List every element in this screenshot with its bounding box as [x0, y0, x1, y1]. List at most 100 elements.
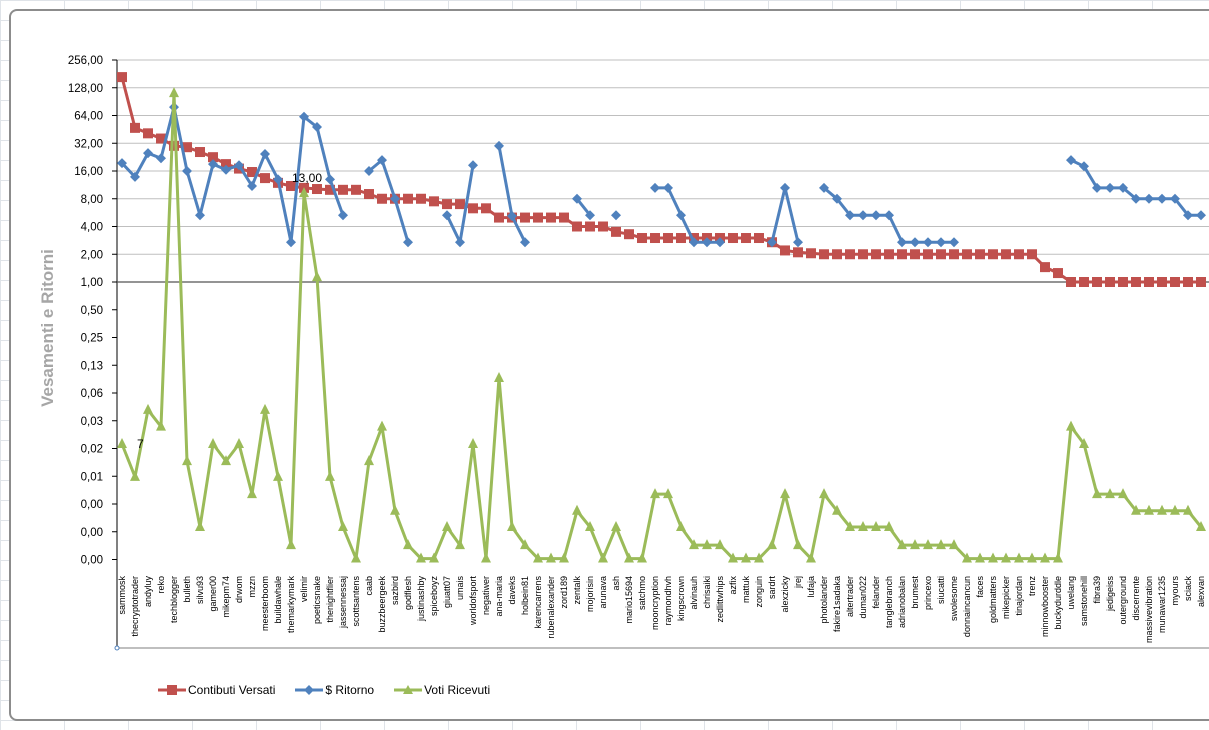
- data-point: [455, 237, 465, 248]
- data-point: [910, 237, 920, 248]
- data-point: [624, 552, 634, 563]
- y-tick-label: 0,00: [81, 555, 103, 567]
- x-tick-label: scottsantens: [351, 576, 361, 627]
- data-point: [156, 420, 166, 431]
- data-point: [572, 221, 582, 232]
- data-point: [1131, 504, 1141, 515]
- series-line: [1070, 158, 1201, 217]
- x-tick-label: alvinauh: [689, 576, 699, 610]
- data-point: [117, 437, 127, 448]
- data-point: [1118, 182, 1128, 193]
- data-point: [130, 470, 140, 481]
- data-point: [533, 552, 543, 563]
- data-point: [715, 539, 725, 550]
- data-point: [507, 520, 517, 531]
- data-point: [286, 181, 296, 192]
- x-tick-label: silvu93: [195, 576, 205, 604]
- x-tick-label: andyluy: [143, 576, 153, 608]
- x-tick-label: jassennessaj: [338, 576, 348, 629]
- x-tick-label: mikepicker: [1001, 576, 1011, 619]
- series-line: [120, 76, 1201, 284]
- data-point: [507, 210, 517, 221]
- data-point: [611, 226, 621, 237]
- data-point: [455, 199, 465, 210]
- data-point: [1001, 552, 1011, 563]
- y-tick-label: 1,00: [81, 277, 103, 289]
- data-point: [1092, 182, 1102, 193]
- x-tick-label: karencarrens: [533, 576, 543, 629]
- data-point: [494, 212, 504, 223]
- data-point: [1183, 210, 1193, 221]
- data-point: [299, 111, 309, 122]
- data-point: [1027, 552, 1037, 563]
- y-tick-label: 0,02: [81, 444, 103, 456]
- series-voti-ricevuti: [117, 87, 1206, 563]
- x-tick-label: buckydurddle: [1053, 576, 1063, 630]
- data-point: [1157, 504, 1167, 515]
- x-tick-label: alexvan: [1196, 576, 1206, 607]
- data-point: [182, 166, 192, 176]
- y-tick-label: 0,00: [81, 499, 103, 511]
- data-point: [832, 504, 842, 515]
- x-tick-label: jedigeiss: [1105, 576, 1115, 613]
- x-tick-label: rubenalexander: [546, 576, 556, 639]
- data-point: [1183, 504, 1193, 515]
- data-point: [247, 167, 257, 178]
- x-tick-label: bulleth: [182, 576, 192, 603]
- data-point: [923, 237, 933, 248]
- y-tick-label: 4,00: [81, 222, 103, 234]
- data-point: [1144, 277, 1154, 287]
- data-point: [208, 437, 218, 448]
- data-point: [416, 552, 426, 563]
- data-point: [871, 210, 881, 221]
- data-point: [1092, 488, 1102, 499]
- data-point: [533, 212, 543, 223]
- x-tick-label: justinashby: [416, 576, 426, 623]
- x-tick-label: duman022: [858, 576, 868, 619]
- data-point: [1066, 420, 1076, 431]
- x-tick-label: discerrente: [1131, 576, 1141, 621]
- data-point: [494, 140, 504, 151]
- data-point: [819, 182, 829, 193]
- data-point: [793, 247, 803, 258]
- data-point: [143, 128, 153, 139]
- data-point: [312, 122, 322, 133]
- data-point: [1105, 488, 1115, 499]
- data-point: [1157, 193, 1167, 204]
- data-point: [819, 249, 829, 260]
- data-point: [117, 72, 127, 83]
- data-point: [884, 210, 894, 221]
- data-point: [611, 210, 621, 221]
- axis-origin-handle: [114, 645, 120, 651]
- data-point: [130, 171, 140, 182]
- data-point: [1105, 277, 1115, 287]
- series-line: [120, 91, 1203, 561]
- data-point: [585, 210, 595, 221]
- x-tick-label: brumest: [910, 576, 920, 609]
- data-point: [650, 233, 660, 244]
- data-point: [559, 212, 569, 223]
- x-tick-label: themarkymark: [286, 576, 296, 634]
- x-tick-label: myours: [1170, 576, 1180, 606]
- data-point: [793, 539, 803, 550]
- data-point: [780, 245, 790, 256]
- data-point: [1001, 249, 1011, 260]
- x-tick-label: thecryptotrader: [130, 576, 140, 637]
- data-point: [234, 160, 244, 171]
- chart-area[interactable]: [9, 9, 1209, 721]
- data-point: [1131, 193, 1141, 204]
- square-marker-icon: [158, 685, 186, 695]
- data-point: [1066, 277, 1076, 287]
- y-tick-label: 8,00: [81, 194, 103, 206]
- data-label: 13,00: [292, 171, 322, 185]
- y-tick-label: 0,13: [81, 360, 103, 372]
- x-tick-label: chrisaiki: [702, 576, 712, 609]
- data-point: [689, 539, 699, 550]
- data-point: [169, 140, 179, 151]
- data-point: [1144, 504, 1154, 515]
- data-point: [377, 193, 387, 204]
- data-point: [832, 193, 842, 204]
- x-tick-label: uwelang: [1066, 576, 1076, 610]
- x-tick-label: ash: [611, 576, 621, 591]
- x-tick-label: massivevibration: [1144, 576, 1154, 643]
